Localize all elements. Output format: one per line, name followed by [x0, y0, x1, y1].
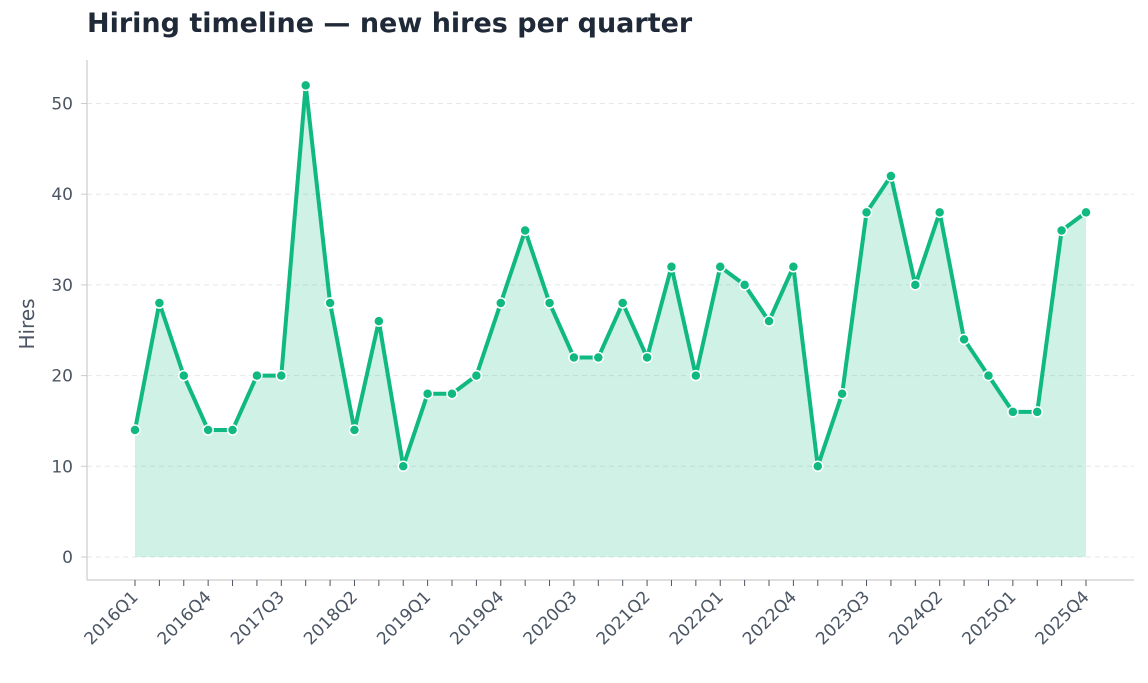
- x-tick-label: 2022Q1: [666, 587, 728, 649]
- x-tick-label: 2020Q3: [520, 587, 582, 649]
- data-point-2017Q1: [226, 424, 239, 436]
- x-tick-label: 2022Q4: [739, 587, 801, 649]
- x-tick-label: 2025Q1: [959, 587, 1021, 649]
- data-point-2025Q3: [1055, 224, 1068, 237]
- data-point-2021Q4: [690, 369, 702, 382]
- area-series: [133, 83, 1088, 558]
- x-tick-label: 2025Q4: [1032, 587, 1094, 649]
- data-point-2017Q4: [299, 79, 312, 92]
- data-markers: [129, 79, 1092, 473]
- x-tick-label: 2024Q2: [885, 587, 947, 649]
- data-point-2024Q3: [958, 333, 970, 346]
- data-point-2021Q1: [616, 297, 629, 309]
- data-point-2018Q2: [348, 424, 361, 436]
- series-area-fill: [135, 85, 1086, 558]
- data-point-2019Q1: [421, 387, 434, 400]
- data-point-2020Q3: [568, 351, 580, 364]
- y-tick-label: 40: [51, 185, 73, 205]
- data-point-2019Q3: [470, 369, 483, 382]
- data-point-2018Q4: [397, 460, 409, 473]
- data-point-2019Q2: [446, 387, 458, 400]
- data-point-2017Q2: [251, 369, 263, 382]
- y-axis-label: Hires: [15, 298, 39, 349]
- data-point-2020Q4: [592, 351, 605, 364]
- y-tick-label: 20: [51, 367, 73, 387]
- data-point-2018Q3: [373, 315, 385, 327]
- chart-title: Hiring timeline — new hires per quarter: [87, 8, 693, 39]
- x-tick-label: 2017Q3: [227, 587, 289, 649]
- series-line: [133, 83, 1088, 469]
- x-tick-label: 2016Q4: [154, 587, 216, 649]
- data-point-2021Q3: [665, 261, 678, 273]
- data-point-2016Q1: [129, 424, 141, 436]
- data-point-2022Q3: [763, 315, 775, 327]
- data-point-2016Q4: [202, 424, 214, 436]
- data-point-2023Q3: [860, 206, 873, 219]
- data-point-2024Q1: [909, 279, 922, 291]
- data-point-2022Q2: [738, 279, 751, 291]
- y-tick-label: 50: [51, 95, 73, 115]
- data-point-2020Q2: [543, 297, 556, 309]
- data-point-2025Q4: [1080, 206, 1092, 219]
- data-point-2023Q1: [812, 460, 824, 473]
- x-tick-label: 2023Q3: [812, 587, 874, 649]
- y-tick-label: 30: [51, 276, 73, 296]
- x-tick-label: 2019Q4: [446, 587, 508, 649]
- data-point-2016Q3: [178, 369, 190, 382]
- x-tick-label: 2018Q2: [300, 587, 362, 649]
- x-tick-label: 2016Q1: [81, 587, 143, 649]
- data-point-2024Q2: [933, 206, 946, 219]
- data-point-2025Q1: [1007, 406, 1019, 418]
- y-tick-label: 0: [62, 548, 73, 568]
- data-point-2023Q4: [885, 170, 897, 182]
- data-point-2025Q2: [1031, 406, 1043, 418]
- x-tick-label: 2019Q1: [373, 587, 435, 649]
- data-point-2020Q1: [519, 224, 531, 237]
- data-point-2018Q1: [324, 297, 336, 309]
- data-point-2021Q2: [641, 351, 653, 364]
- data-point-2023Q2: [836, 387, 848, 400]
- data-point-2019Q4: [495, 297, 507, 309]
- data-point-2022Q4: [787, 261, 800, 273]
- data-point-2022Q1: [714, 261, 726, 273]
- x-tick-label: 2021Q2: [593, 587, 655, 649]
- data-point-2016Q2: [153, 297, 166, 309]
- y-tick-label: 10: [51, 457, 73, 477]
- data-point-2024Q4: [982, 369, 995, 382]
- data-point-2017Q3: [275, 369, 288, 382]
